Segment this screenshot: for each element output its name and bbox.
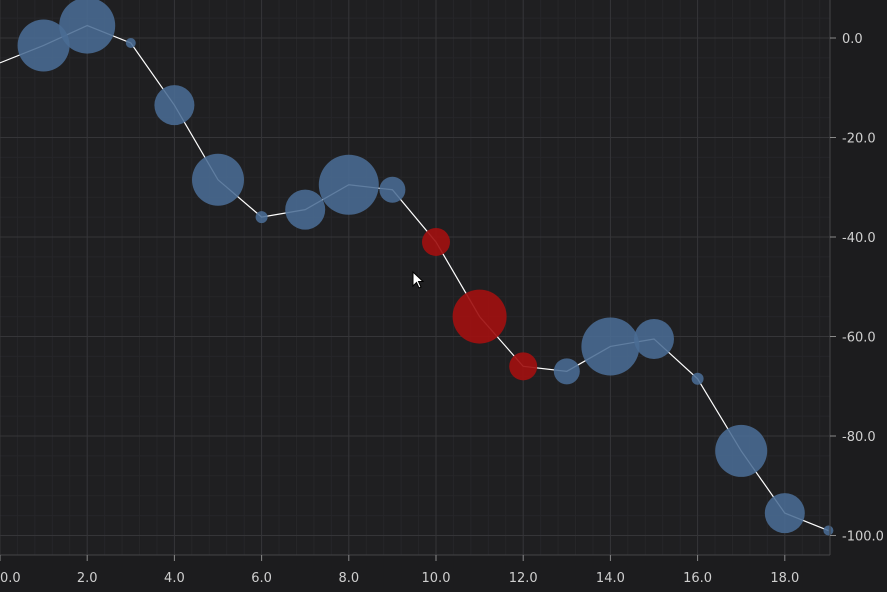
bubble-point-highlighted xyxy=(422,227,450,256)
y-tick-label: -40.0 xyxy=(842,231,876,246)
bubble-point xyxy=(192,153,244,206)
x-tick-label: 18.0 xyxy=(770,571,799,586)
y-tick-label: -100.0 xyxy=(842,530,884,545)
bubble-point xyxy=(59,0,116,54)
bubble-series xyxy=(17,0,834,536)
bubble-point xyxy=(285,189,326,230)
series-line-path xyxy=(0,24,829,532)
bubble-point xyxy=(823,525,834,536)
bubble-point xyxy=(255,211,268,224)
bubble-point xyxy=(691,372,704,385)
x-tick-label: 6.0 xyxy=(251,571,272,586)
bubble-point xyxy=(715,424,768,477)
bubble-point xyxy=(581,317,640,376)
series-line xyxy=(0,24,829,532)
y-tick-label: -60.0 xyxy=(842,331,876,346)
bubble-point-highlighted xyxy=(452,289,507,344)
bubble-point-highlighted xyxy=(509,352,538,381)
bubble-point xyxy=(154,85,195,126)
x-tick-label: 14.0 xyxy=(596,571,625,586)
bubble-point xyxy=(634,318,674,359)
x-tick-label: 4.0 xyxy=(164,571,185,586)
bubble-point xyxy=(764,493,805,534)
x-tick-label: 16.0 xyxy=(683,571,712,586)
x-tick-label: 2.0 xyxy=(77,571,98,586)
x-tick-label: 10.0 xyxy=(422,571,451,586)
x-tick-label: 8.0 xyxy=(338,571,359,586)
bubble-point xyxy=(125,37,136,48)
bubble-point xyxy=(553,358,580,385)
y-tick-label: -20.0 xyxy=(842,132,876,147)
x-tick-label: 0.0 xyxy=(0,571,21,586)
y-tick-label: 0.0 xyxy=(842,32,863,47)
bubble-point xyxy=(379,176,406,203)
bubble-point xyxy=(17,19,70,72)
grid xyxy=(0,0,830,555)
y-tick-label: -80.0 xyxy=(842,430,876,445)
mouse-cursor-icon xyxy=(412,270,425,289)
bubble-point xyxy=(318,154,379,215)
x-tick-label: 12.0 xyxy=(509,571,538,586)
